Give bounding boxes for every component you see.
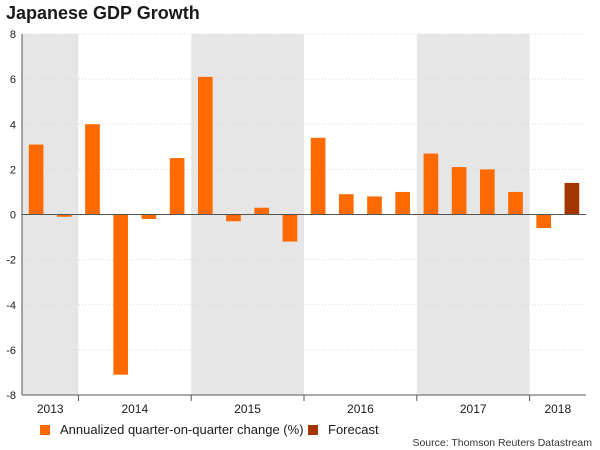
- bar-forecast: [564, 182, 580, 215]
- bar-actual: [56, 214, 72, 217]
- bar-actual: [85, 124, 100, 215]
- legend-label-forecast: Forecast: [328, 422, 379, 437]
- y-tick-label: -4: [6, 300, 16, 312]
- legend-swatch-forecast: [308, 424, 318, 435]
- y-tick-label: 0: [10, 210, 16, 222]
- bar-actual: [367, 196, 382, 215]
- bar-actual: [508, 191, 523, 215]
- bar-actual: [226, 214, 241, 222]
- y-tick-label: 4: [10, 119, 16, 131]
- bar-actual: [254, 207, 270, 215]
- bar-actual: [169, 158, 185, 215]
- x-tick-label-2013: 2013: [37, 402, 64, 416]
- x-tick-label-2016: 2016: [347, 402, 374, 416]
- bar-actual: [141, 214, 157, 220]
- x-tick-label-2017: 2017: [460, 402, 487, 416]
- y-tick-label: -2: [6, 255, 16, 267]
- y-tick-label: 8: [10, 29, 16, 41]
- x-tick-label-2014: 2014: [121, 402, 148, 416]
- bar-actual: [282, 214, 298, 242]
- source-note: Source: Thomson Reuters Datastream: [412, 437, 592, 449]
- bar-actual: [28, 144, 44, 215]
- y-tick-label: -6: [6, 345, 16, 357]
- bar-actual: [197, 76, 213, 215]
- bar-actual: [395, 191, 411, 215]
- bar-actual: [113, 214, 129, 375]
- bar-actual: [338, 194, 354, 215]
- bar-actual: [310, 137, 326, 215]
- bar-actual: [423, 153, 439, 215]
- axes-layer: 2013 2014 2015 2016 2017 2018 -8 -6 -4 -2 0 2 4 6 8: [6, 29, 586, 416]
- legend-label-actual: Annualized quarter-on-quarter change (%): [60, 422, 304, 437]
- y-tick-label: 2: [10, 164, 16, 176]
- bar-actual: [451, 167, 467, 215]
- legend-swatch-actual: [40, 424, 50, 435]
- bar-actual: [479, 169, 495, 215]
- x-tick-label-2018: 2018: [544, 402, 571, 416]
- y-tick-label: -8: [6, 390, 16, 402]
- legend-item-forecast: Forecast: [308, 422, 379, 437]
- chart-title: Japanese GDP Growth: [6, 3, 200, 23]
- legend-item-actual: Annualized quarter-on-quarter change (%): [40, 422, 304, 437]
- bars-layer: [28, 76, 580, 375]
- x-tick-label-2015: 2015: [234, 402, 261, 416]
- y-tick-label: 6: [10, 74, 16, 86]
- bar-actual: [536, 214, 552, 229]
